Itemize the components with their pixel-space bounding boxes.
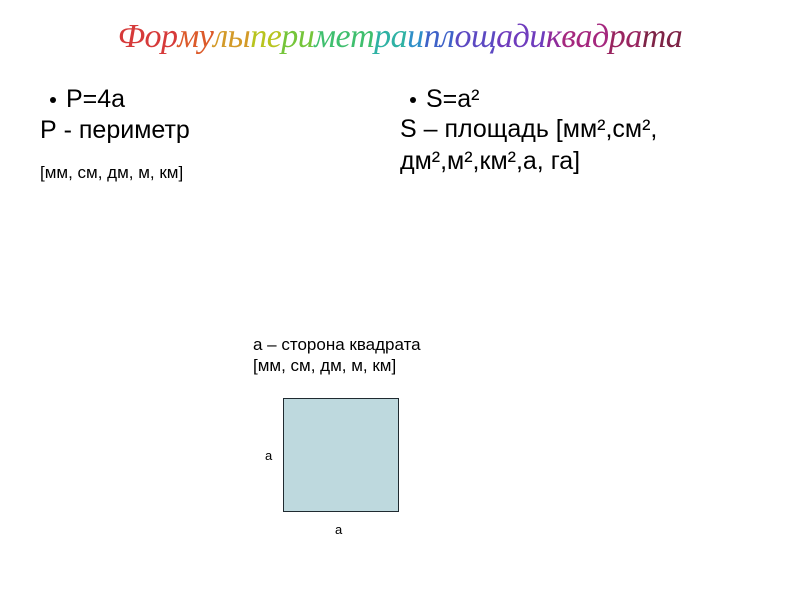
area-formula: S=a² <box>426 85 480 114</box>
slide-title: Формулы периметра и площади квадрата <box>0 0 800 55</box>
square-shape <box>283 398 399 512</box>
square-label-bottom: a <box>335 522 342 537</box>
square-label-left: a <box>265 448 272 463</box>
left-column: P=4a Р - периметр [мм, см, дм, м, км] <box>40 85 400 183</box>
bullet-icon <box>410 97 416 103</box>
bullet-icon <box>50 97 56 103</box>
perimeter-definition: Р - периметр <box>40 116 400 145</box>
perimeter-units: [мм, см, дм, м, км] <box>40 163 400 183</box>
side-note: а – сторона квадрата [мм, см, дм, м, км] <box>253 334 421 377</box>
area-definition: S – площадь [мм²,см², дм²,м²,км²,а, га] <box>400 114 740 177</box>
columns: P=4a Р - периметр [мм, см, дм, м, км] S=… <box>0 85 800 183</box>
square-diagram: a a <box>283 398 433 512</box>
right-bullet: S=a² <box>410 85 760 114</box>
right-column: S=a² S – площадь [мм²,см², дм²,м²,км²,а,… <box>400 85 760 183</box>
side-note-line2: [мм, см, дм, м, км] <box>253 355 421 376</box>
side-note-line1: а – сторона квадрата <box>253 334 421 355</box>
left-bullet: P=4a <box>50 85 400 114</box>
perimeter-formula: P=4a <box>66 85 125 114</box>
